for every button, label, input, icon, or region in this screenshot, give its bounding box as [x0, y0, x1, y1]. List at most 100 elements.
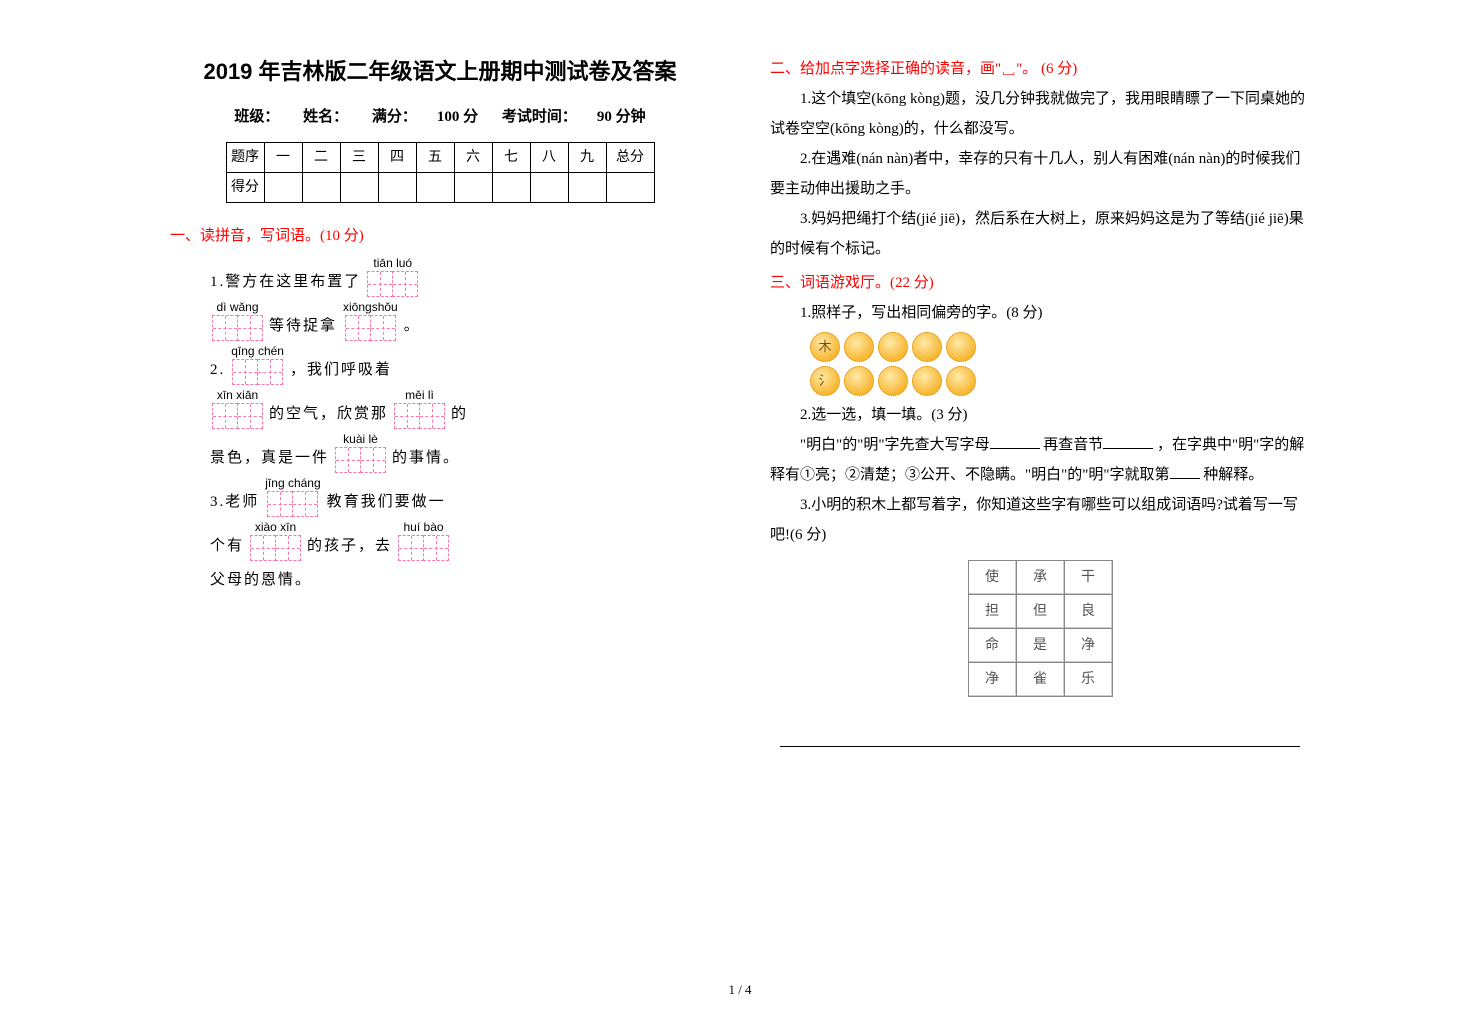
tian-row — [267, 491, 318, 517]
name-label: 姓名： — [303, 109, 348, 125]
col-head: 三 — [340, 143, 378, 173]
time-label: 考试时间： — [502, 109, 577, 125]
block-cell: 净 — [1064, 629, 1112, 663]
han-text: 父母的恩情。 — [210, 565, 312, 595]
block-cell: 乐 — [1064, 663, 1112, 697]
col-head: 八 — [530, 143, 568, 173]
score-cell — [568, 173, 606, 203]
pinyin-line: 景色，真是一件kuài lè的事情。 — [210, 433, 710, 473]
q2-part: 种解释。 — [1203, 467, 1263, 483]
badge-row: 木 — [810, 332, 1310, 362]
col-head: 一 — [264, 143, 302, 173]
score-cell — [454, 173, 492, 203]
s3-q2-head: 2.选一选，填一填。(3 分) — [770, 400, 1310, 430]
block-grid: 使 承 干 担 但 良 命 是 净 净 雀 乐 — [968, 560, 1113, 697]
badge-blank — [844, 332, 874, 362]
pinyin-line: 3.老师jīng cháng教育我们要做一 — [210, 477, 710, 517]
pinyin-label: huí bào — [404, 521, 444, 533]
pinyin-label: kuài lè — [343, 433, 378, 445]
pinyin-label: xiào xīn — [255, 521, 296, 533]
meta-line: 班级： 姓名： 满分：100 分 考试时间：90 分钟 — [170, 102, 710, 132]
tian-cell — [237, 315, 263, 341]
pinyin-label: dì wǎng — [216, 301, 258, 313]
q2-part: "明白"的"明"字先查大写字母 — [800, 437, 990, 453]
block-cell: 担 — [968, 595, 1016, 629]
tian-cell — [237, 403, 263, 429]
tian-row — [232, 359, 283, 385]
badge-lead: 氵 — [810, 366, 840, 396]
block-cell: 良 — [1064, 595, 1112, 629]
tian-cell — [360, 447, 386, 473]
tian-cell — [250, 535, 276, 561]
class-label: 班级： — [234, 109, 279, 125]
tian-cell — [212, 315, 238, 341]
tian-group: tiān luó — [367, 257, 418, 297]
tian-cell — [398, 535, 424, 561]
tian-cell — [212, 403, 238, 429]
tian-cell — [419, 403, 445, 429]
han-text: 的 — [451, 399, 468, 429]
col-head: 总分 — [606, 143, 654, 173]
tian-row — [212, 315, 263, 341]
tian-row — [212, 403, 263, 429]
s2-item: 2.在遇难(nán nàn)者中，幸存的只有十几人，别人有困难(nán nàn)… — [770, 144, 1310, 204]
badge-blank — [878, 366, 908, 396]
tian-cell — [275, 535, 301, 561]
pinyin-line: 1.警方在这里布置了tiān luó — [210, 257, 710, 297]
pinyin-line: xīn xiān的空气，欣赏那měi lì的 — [210, 389, 710, 429]
full-label: 满分： — [372, 109, 417, 125]
tian-row — [335, 447, 386, 473]
s3-q3-head: 3.小明的积木上都写着字，你知道这些字有哪些可以组成词语吗?试着写一写吧!(6 … — [770, 490, 1310, 550]
q2-part: 再查音节 — [1043, 437, 1103, 453]
col-head: 九 — [568, 143, 606, 173]
s2-item: 1.这个填空(kōng kòng)题，没几分钟我就做完了，我用眼睛瞟了一下同桌她… — [770, 84, 1310, 144]
left-column: 2019 年吉林版二年级语文上册期中测试卷及答案 班级： 姓名： 满分：100 … — [170, 50, 710, 747]
tian-group: měi lì — [394, 389, 445, 429]
han-text: ，我们呼吸着 — [290, 355, 392, 385]
badge-blank — [878, 332, 908, 362]
score-table-header-row: 题序 一 二 三 四 五 六 七 八 九 总分 — [226, 143, 654, 173]
tian-cell — [345, 315, 371, 341]
han-text: 2. — [210, 355, 225, 385]
pinyin-line: 个有xiào xīn的孩子，去huí bào — [210, 521, 710, 561]
section2-head: 二、给加点字选择正确的读音，画"␣"。 (6 分) — [770, 54, 1310, 84]
section1-head: 一、读拼音，写词语。(10 分) — [170, 221, 710, 251]
block-cell: 使 — [968, 561, 1016, 595]
tian-group: huí bào — [398, 521, 449, 561]
block-cell: 雀 — [1016, 663, 1064, 697]
section2-body: 1.这个填空(kōng kòng)题，没几分钟我就做完了，我用眼睛瞟了一下同桌她… — [770, 84, 1310, 264]
col-head: 六 — [454, 143, 492, 173]
tian-row — [398, 535, 449, 561]
tian-row — [345, 315, 396, 341]
block-cell: 干 — [1064, 561, 1112, 595]
row2-label: 得分 — [226, 173, 264, 203]
badge-blank — [844, 366, 874, 396]
pinyin-line: dì wǎng等待捉拿xiōngshǒu。 — [210, 301, 710, 341]
pinyin-label: qīng chén — [231, 345, 284, 357]
tian-group: jīng cháng — [265, 477, 320, 517]
tian-cell — [335, 447, 361, 473]
blank — [1103, 434, 1153, 449]
tian-cell — [267, 491, 293, 517]
han-text: 。 — [404, 311, 421, 341]
tian-group: xiào xīn — [250, 521, 301, 561]
col-head: 七 — [492, 143, 530, 173]
pinyin-line: 父母的恩情。 — [210, 565, 710, 595]
section3-head: 三、词语游戏厅。(22 分) — [770, 268, 1310, 298]
tian-cell — [232, 359, 258, 385]
score-cell — [606, 173, 654, 203]
tian-group: qīng chén — [231, 345, 284, 385]
tian-group: dì wǎng — [212, 301, 263, 341]
pinyin-label: xīn xiān — [217, 389, 258, 401]
score-cell — [264, 173, 302, 203]
block-cell: 净 — [968, 663, 1016, 697]
tian-cell — [257, 359, 283, 385]
score-cell — [340, 173, 378, 203]
score-cell — [492, 173, 530, 203]
tian-cell — [394, 403, 420, 429]
pinyin-label: xiōngshǒu — [343, 301, 398, 313]
blank — [990, 434, 1040, 449]
pinyin-line: 2. qīng chén ，我们呼吸着 — [210, 345, 710, 385]
tian-group: xiōngshǒu — [343, 301, 398, 341]
block-cell: 但 — [1016, 595, 1064, 629]
